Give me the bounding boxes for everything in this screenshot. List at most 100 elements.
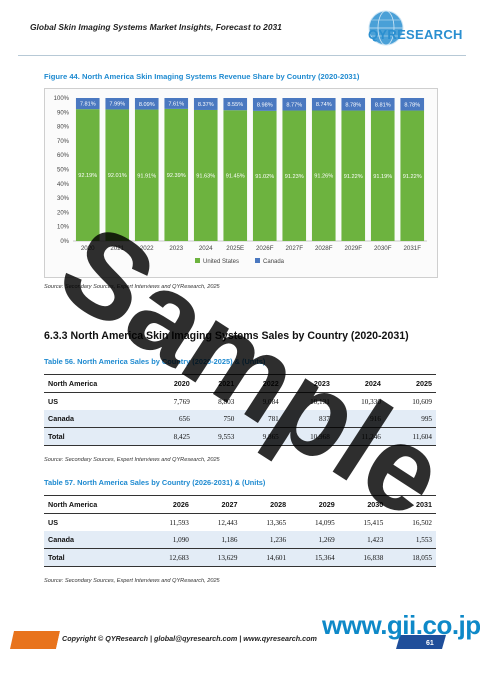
bar-united-states — [134, 109, 159, 242]
column-header-year: 2023 — [282, 374, 334, 393]
column-header-year: 2024 — [333, 374, 385, 393]
table-row: US 11,593 12,443 13,365 14,095 15,415 16,502 — [44, 514, 436, 532]
table-row: Canada 1,090 1,186 1,236 1,269 1,423 1,553 — [44, 531, 436, 549]
x-tick-label: 2025E — [226, 245, 244, 252]
table57-source: Source: Secondary Sources, Expert Interv… — [44, 578, 220, 584]
qyresearch-logo: QYRESEARCH — [360, 8, 470, 52]
table-cell: 14,601 — [241, 548, 291, 567]
column-header-year: 2021 — [193, 374, 239, 393]
table-cell: 15,364 — [290, 548, 339, 567]
x-tick-label: 2027F — [285, 245, 303, 252]
table-cell: 7,769 — [173, 397, 190, 406]
y-tick-label: 90% — [57, 110, 70, 116]
data-label-us: 92.39% — [167, 173, 186, 179]
table-cell: 9,084 — [262, 397, 279, 406]
row-label: Canada — [44, 531, 145, 549]
data-label-us: 91.63% — [196, 173, 215, 179]
data-label-canada: 7.99% — [109, 102, 125, 108]
sales-table-2026-2031: North America 2026 2027 2028 2029 2030 2031 US 1… — [44, 495, 436, 567]
data-label-canada: 8.81% — [375, 102, 391, 108]
table-cell: 10,330 — [361, 397, 381, 406]
y-tick-label: 70% — [57, 139, 70, 145]
y-tick-label: 100% — [54, 96, 70, 102]
logo-text: QYRESEARCH — [368, 27, 463, 42]
bar-united-states — [75, 109, 100, 241]
bar-canada — [223, 98, 248, 111]
table-cell: 11,593 — [169, 518, 189, 527]
column-header-year: 2020 — [149, 374, 194, 393]
data-label-us: 91.23% — [285, 174, 304, 180]
bar-canada — [105, 98, 130, 110]
table-row: Canada 656 750 781 837 916 995 — [44, 410, 436, 428]
y-tick-label: 0% — [60, 239, 69, 245]
bar-united-states — [400, 110, 425, 241]
x-tick-label: 2021 — [110, 245, 124, 252]
table-cell: 15,415 — [363, 518, 384, 527]
column-header-region: North America — [44, 495, 145, 514]
data-label-canada: 8.37% — [198, 102, 214, 108]
bar-canada — [75, 98, 100, 110]
figure-source: Source: Secondary Sources, Expert Interv… — [44, 284, 220, 290]
column-header-year: 2027 — [192, 495, 242, 514]
gii-logo-text: www.gii.co.jp — [322, 610, 480, 640]
sales-table-2020-2025: North America 2020 2021 2022 2023 2024 2025 US 7… — [44, 374, 436, 446]
data-label-canada: 8.78% — [404, 102, 420, 108]
x-tick-label: 2030F — [374, 245, 392, 252]
x-tick-label: 2023 — [169, 245, 183, 252]
footer-copyright: Copyright © QYResearch | global@qyresear… — [62, 634, 317, 643]
report-title: Global Skin Imaging Systems Market Insig… — [30, 22, 282, 32]
legend-swatch-canada — [255, 258, 260, 263]
table-cell: 11,604 — [384, 427, 436, 446]
table-cell: 8,425 — [149, 427, 194, 446]
x-tick-label: 2022 — [140, 245, 154, 252]
column-header-year: 2031 — [387, 495, 436, 514]
data-label-canada: 8.09% — [139, 102, 155, 108]
data-label-us: 91.45% — [226, 174, 245, 180]
table-cell: 1,236 — [241, 531, 291, 549]
table-cell: 916 — [333, 410, 385, 428]
table-cell: 837 — [282, 410, 334, 428]
header-divider — [18, 55, 466, 56]
y-tick-label: 20% — [57, 210, 70, 216]
row-label: Canada — [44, 410, 150, 428]
data-label-canada: 8.98% — [257, 102, 273, 108]
table-cell: 1,090 — [144, 531, 193, 549]
data-label-canada: 8.74% — [316, 102, 332, 108]
column-header-year: 2030 — [338, 495, 388, 514]
row-label: Total — [44, 427, 150, 446]
data-label-us: 91.02% — [255, 174, 274, 180]
table56-source: Source: Secondary Sources, Expert Interv… — [44, 457, 220, 463]
column-header-year: 2028 — [241, 495, 291, 514]
data-label-us: 91.19% — [373, 174, 392, 180]
table-cell: 1,553 — [387, 531, 436, 549]
table-cell: 781 — [238, 410, 283, 428]
bar-canada — [282, 98, 307, 111]
data-label-us: 91.26% — [314, 174, 333, 180]
table-cell: 1,423 — [338, 531, 388, 549]
table-cell: 1,269 — [290, 531, 339, 549]
data-label-us: 92.01% — [108, 173, 127, 179]
chart-canvas: 0% 10% 20% 30% 40% 50% 60% 70% 80% 90% 100% 92.19% 7… — [54, 96, 427, 265]
x-tick-label: 2026F — [256, 245, 274, 252]
total-row: Total 8,425 9,553 9,865 10,968 11,246 11,604 — [44, 427, 436, 446]
x-tick-label: 2024 — [199, 245, 213, 252]
figure-caption: Figure 44. North America Skin Imaging Sy… — [44, 72, 360, 81]
column-header-year: 2029 — [290, 495, 339, 514]
row-label: Total — [44, 548, 145, 567]
legend-label-canada: Canada — [263, 259, 285, 265]
column-header-year: 2022 — [238, 374, 283, 393]
bar-canada — [341, 98, 366, 111]
revenue-share-chart: 0% 10% 20% 30% 40% 50% 60% 70% 80% 90% 100% 92.19% 7… — [44, 88, 438, 278]
table57-caption: Table 57. North America Sales by Country… — [44, 478, 266, 487]
data-label-us: 92.19% — [78, 173, 97, 179]
bar-canada — [193, 98, 218, 110]
bar-canada — [252, 98, 277, 111]
table-cell: 12,683 — [144, 548, 193, 567]
bar-united-states — [282, 110, 307, 241]
table56-caption: Table 56. North America Sales by Country… — [44, 357, 266, 366]
bar-united-states — [193, 109, 218, 241]
row-label: US — [48, 518, 58, 527]
table-cell: 11,246 — [333, 427, 385, 446]
table-cell: 13,629 — [192, 548, 242, 567]
data-label-us: 91.22% — [403, 174, 422, 180]
